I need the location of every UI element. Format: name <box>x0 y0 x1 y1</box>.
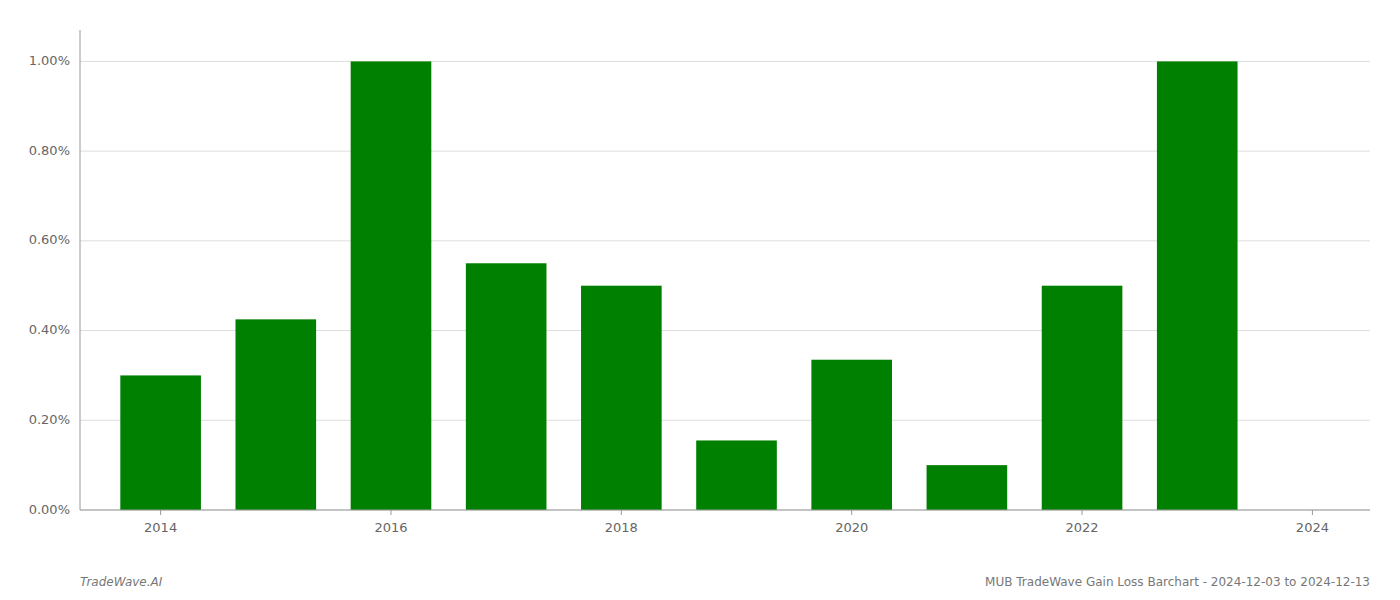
y-tick-label: 0.00% <box>29 502 70 517</box>
x-tick <box>390 510 391 515</box>
bars <box>120 61 1237 510</box>
bar <box>120 375 201 510</box>
y-grid <box>80 61 1370 510</box>
x-axis-line <box>80 510 1370 511</box>
y-tick-labels: 0.00% 0.20% 0.40% 0.60% 0.80% 1.00% <box>29 53 70 517</box>
y-tick-label: 0.80% <box>29 143 70 158</box>
axes <box>80 30 1370 510</box>
x-tick-label: 2020 <box>835 520 868 535</box>
bar <box>466 263 547 510</box>
y-tick-label: 0.40% <box>29 322 70 337</box>
y-tick-label: 0.20% <box>29 412 70 427</box>
x-tick <box>1082 510 1083 515</box>
x-tick-label: 2016 <box>374 520 407 535</box>
x-tick <box>160 510 161 515</box>
x-tick-label: 2022 <box>1066 520 1099 535</box>
bar <box>811 360 892 510</box>
x-tick-label: 2024 <box>1296 520 1329 535</box>
x-tick-label: 2018 <box>605 520 638 535</box>
bar <box>235 319 316 510</box>
x-tick <box>1312 510 1313 515</box>
footer: TradeWave.AI MUB TradeWave Gain Loss Barc… <box>80 575 1370 589</box>
footer-right: MUB TradeWave Gain Loss Barchart - 2024-… <box>985 575 1370 589</box>
bar <box>581 286 662 510</box>
x-tick <box>851 510 852 515</box>
footer-left: TradeWave.AI <box>80 575 163 589</box>
bar <box>351 61 432 510</box>
y-tick-label: 0.60% <box>29 232 70 247</box>
bar <box>1157 61 1238 510</box>
bar <box>1042 286 1123 510</box>
bar <box>927 465 1008 510</box>
x-tick-label: 2014 <box>144 520 177 535</box>
grid-line <box>80 510 1370 511</box>
y-axis-line <box>80 30 81 510</box>
chart-container: 0.00%0.20%0.40%0.60%0.80%1.00%2014201620… <box>0 0 1400 600</box>
x-ticks: 2014 2016 2018 2020 2022 2024 <box>144 510 1329 535</box>
x-tick <box>621 510 622 515</box>
y-tick-label: 1.00% <box>29 53 70 68</box>
bar <box>696 440 777 510</box>
chart-svg: 0.00%0.20%0.40%0.60%0.80%1.00%2014201620… <box>0 0 1400 600</box>
